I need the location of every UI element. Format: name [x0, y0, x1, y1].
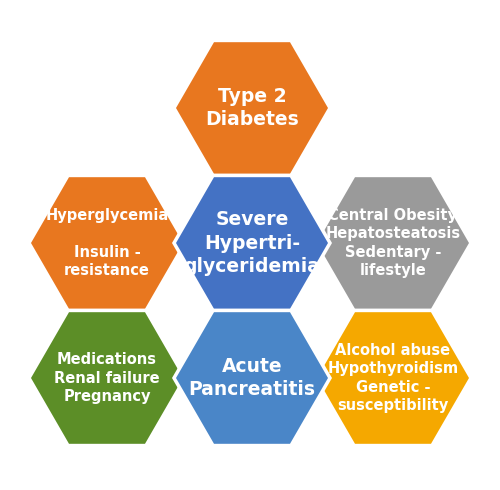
Polygon shape [174, 175, 330, 311]
Polygon shape [174, 311, 330, 445]
Text: Medications
Renal failure
Pregnancy: Medications Renal failure Pregnancy [54, 352, 160, 404]
Polygon shape [174, 41, 330, 175]
Text: Acute
Pancreatitis: Acute Pancreatitis [188, 357, 316, 399]
Polygon shape [29, 175, 185, 311]
Polygon shape [29, 311, 185, 445]
Text: Type 2
Diabetes: Type 2 Diabetes [205, 87, 299, 129]
Polygon shape [315, 311, 471, 445]
Polygon shape [315, 175, 471, 311]
Text: Central Obesity
Hepatosteatosis
Sedentary -
lifestyle: Central Obesity Hepatosteatosis Sedentar… [326, 208, 460, 278]
Text: Hyperglycemia

Insulin -
resistance: Hyperglycemia Insulin - resistance [46, 208, 168, 278]
Text: Alcohol abuse
Hypothyroidism
Genetic -
susceptibility: Alcohol abuse Hypothyroidism Genetic - s… [328, 343, 458, 414]
Text: Severe
Hypertri-
glyceridemia: Severe Hypertri- glyceridemia [184, 210, 320, 276]
